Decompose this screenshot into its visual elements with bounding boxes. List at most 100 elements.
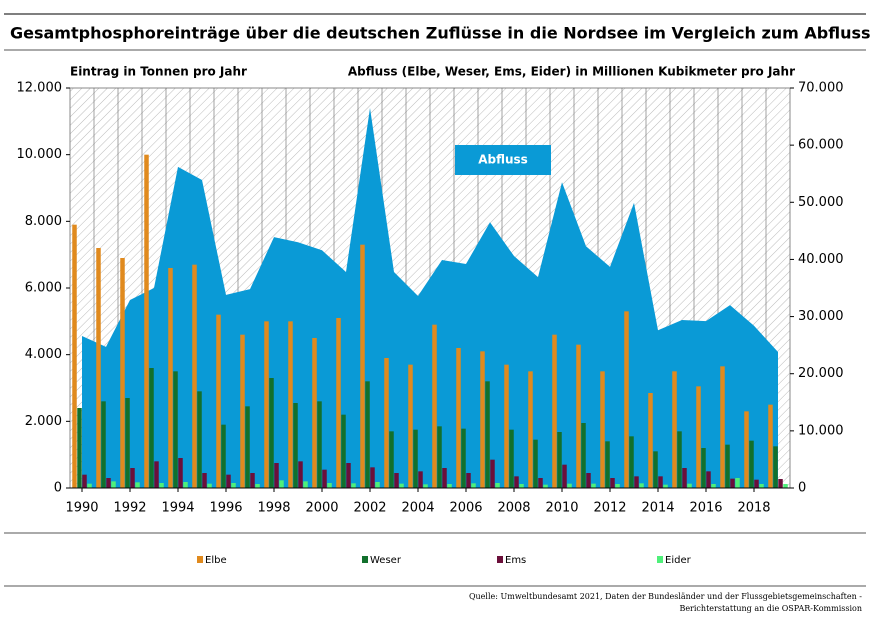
y2-tick-label: 20.000	[798, 366, 844, 381]
bar	[274, 463, 279, 488]
bar	[653, 451, 658, 488]
y-tick-label: 4.000	[25, 347, 62, 362]
x-tick-label: 1992	[113, 501, 146, 516]
y2-tick-label: 60.000	[798, 138, 844, 153]
bar	[96, 248, 101, 488]
x-tick-label: 2004	[401, 501, 434, 516]
bar	[279, 480, 284, 488]
bar	[610, 478, 615, 488]
legend-swatch	[197, 556, 203, 563]
legend-label: Eider	[665, 555, 692, 566]
bar	[101, 401, 106, 488]
bar	[639, 483, 644, 488]
bar	[245, 406, 250, 488]
bar	[413, 429, 418, 488]
bar	[567, 483, 572, 488]
bar	[600, 371, 605, 488]
x-tick-label: 2014	[641, 501, 674, 516]
bar	[581, 423, 586, 488]
bar	[240, 334, 245, 488]
bar	[576, 344, 581, 488]
bar	[159, 483, 164, 488]
bar	[312, 338, 317, 488]
bar	[120, 258, 125, 488]
x-tick-label: 1998	[257, 501, 290, 516]
bar	[360, 244, 365, 488]
bar	[173, 371, 178, 488]
bar	[77, 408, 82, 488]
legend: Elbe Weser Ems Eider	[197, 555, 692, 566]
x-tick-label: 1996	[209, 501, 242, 516]
bar	[615, 484, 620, 488]
bar	[82, 474, 87, 488]
bar	[221, 424, 226, 488]
bar	[269, 378, 274, 488]
bar	[720, 366, 725, 488]
bar	[178, 458, 183, 488]
bar	[418, 471, 423, 488]
bar	[773, 446, 778, 488]
bar	[293, 403, 298, 488]
bar	[605, 441, 610, 488]
bar	[231, 483, 236, 488]
bar	[648, 393, 653, 488]
bar	[365, 381, 370, 488]
bar	[495, 483, 500, 488]
source: Berichterstattung an die OSPAR-Kommissio…	[679, 604, 862, 613]
bar	[303, 481, 308, 488]
bar	[759, 484, 764, 488]
bar	[471, 483, 476, 488]
bar	[447, 484, 452, 488]
legend-label: Ems	[505, 555, 526, 566]
bar	[346, 463, 351, 488]
bar	[226, 474, 231, 488]
y2-tick-label: 0	[798, 481, 806, 496]
bar	[514, 476, 519, 488]
bar	[461, 428, 466, 488]
bar	[135, 482, 140, 488]
x-tick-label: 1994	[161, 501, 194, 516]
bar	[72, 224, 77, 488]
x-tick-label: 2006	[449, 501, 482, 516]
chart-title: Gesamtphosphoreinträge über die deutsche…	[10, 24, 870, 43]
bar	[106, 478, 111, 488]
bar	[533, 439, 538, 488]
bar	[375, 482, 380, 488]
bar	[754, 479, 759, 488]
bar	[149, 368, 154, 488]
bar	[730, 478, 735, 488]
y-axis-title: Eintrag in Tonnen pro Jahr	[70, 65, 247, 79]
bar	[687, 483, 692, 488]
bar	[701, 448, 706, 488]
bar	[399, 483, 404, 488]
bar	[437, 426, 442, 488]
bar	[111, 481, 116, 488]
bar	[682, 468, 687, 488]
bar	[154, 461, 159, 488]
bar	[394, 473, 399, 488]
bar	[466, 473, 471, 488]
y2-tick-label: 30.000	[798, 309, 844, 324]
bar	[504, 364, 509, 488]
bar	[538, 478, 543, 488]
bar	[706, 471, 711, 488]
bar	[183, 482, 188, 488]
y2-tick-label: 10.000	[798, 423, 844, 438]
x-tick-label: 2012	[593, 501, 626, 516]
bar	[509, 429, 514, 488]
x-tick-label: 1990	[65, 501, 98, 516]
bar	[351, 483, 356, 488]
y-tick-label: 6.000	[25, 281, 62, 296]
bar	[216, 314, 221, 488]
source: Quelle: Umweltbundesamt 2021, Daten der …	[469, 592, 862, 601]
bar	[298, 461, 303, 488]
bar	[384, 358, 389, 488]
bar	[480, 351, 485, 488]
bar	[586, 473, 591, 488]
bar	[130, 468, 135, 488]
bar	[490, 459, 495, 488]
bar	[768, 404, 773, 488]
bar	[677, 431, 682, 488]
bar	[749, 440, 754, 488]
legend-swatch	[362, 556, 368, 563]
